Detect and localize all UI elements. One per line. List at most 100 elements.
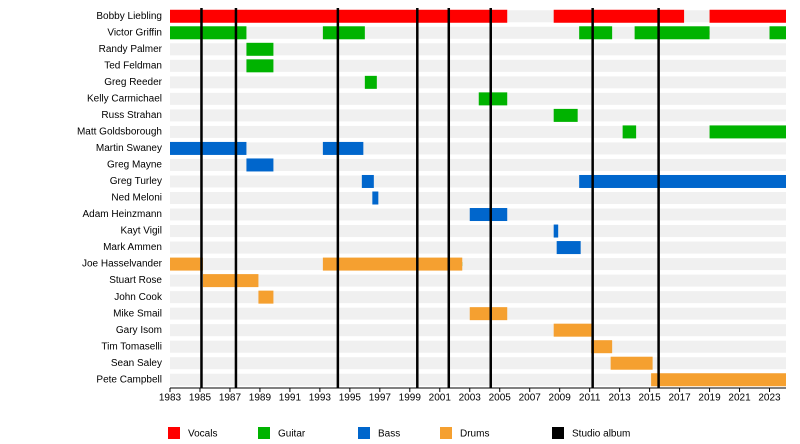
member-name: Greg Mayne — [107, 160, 162, 171]
x-tick-label: 1997 — [369, 393, 392, 404]
x-tick-label: 2011 — [579, 393, 601, 404]
role-bar — [579, 174, 786, 188]
member-name: Martin Swaney — [96, 143, 162, 154]
legend-swatch — [358, 427, 370, 439]
row-stripe — [170, 192, 786, 204]
member-name: Mark Ammen — [103, 242, 162, 253]
legend-swatch — [440, 427, 452, 439]
row-stripe — [170, 142, 786, 155]
role-bar — [258, 290, 274, 304]
x-tick-label: 1993 — [309, 393, 332, 404]
x-tick-label: 2019 — [698, 393, 721, 404]
role-bar — [246, 158, 274, 172]
x-tick-label: 2023 — [758, 393, 781, 404]
role-bar — [651, 373, 786, 387]
row-stripe — [170, 258, 786, 271]
x-tick-label: 2017 — [668, 393, 691, 404]
role-bar — [579, 26, 613, 40]
row-stripe — [170, 43, 786, 56]
member-name: Matt Goldsborough — [77, 127, 162, 138]
x-tick-label: 2015 — [638, 393, 661, 404]
member-name: Randy Palmer — [99, 44, 163, 55]
role-bar — [553, 108, 578, 122]
member-name: Gary Isom — [116, 325, 162, 336]
row-stripe — [170, 92, 786, 105]
role-bar — [553, 9, 685, 23]
role-bar — [170, 257, 203, 271]
x-tick-label: 2003 — [459, 393, 482, 404]
x-tick-label: 2007 — [519, 393, 542, 404]
role-bar — [469, 307, 508, 321]
row-stripe — [170, 274, 786, 287]
role-bar — [769, 26, 786, 40]
x-tick-label: 1987 — [219, 393, 242, 404]
x-tick-label: 1995 — [339, 393, 362, 404]
legend-swatch — [552, 427, 564, 439]
role-bar — [170, 26, 247, 40]
role-bar — [610, 356, 653, 370]
member-name: Adam Heinzmann — [83, 209, 162, 220]
role-bar — [553, 224, 559, 238]
role-bar — [170, 141, 247, 155]
role-bar — [322, 26, 365, 40]
role-bar — [246, 42, 274, 56]
member-name: Tim Tomaselli — [101, 341, 162, 352]
row-stripe — [170, 241, 786, 254]
legend-label: Bass — [378, 429, 400, 440]
member-name: Bobby Liebling — [96, 11, 162, 22]
role-bar — [372, 191, 379, 205]
member-name: Pete Campbell — [96, 374, 162, 385]
row-stripe — [170, 225, 786, 238]
role-bar — [322, 141, 364, 155]
legend-label: Studio album — [572, 429, 630, 440]
member-name: Greg Turley — [110, 176, 162, 187]
row-stripe — [170, 125, 786, 138]
row-stripe — [170, 76, 786, 89]
role-bar — [591, 340, 613, 354]
role-bar — [364, 75, 377, 89]
member-name: Sean Saley — [111, 358, 162, 369]
role-bar — [478, 92, 508, 106]
member-name: Russ Strahan — [101, 110, 162, 121]
role-bar — [634, 26, 710, 40]
role-bar — [622, 125, 637, 139]
x-tick-label: 2021 — [728, 393, 751, 404]
legend-swatch — [258, 427, 270, 439]
x-tick-label: 2013 — [609, 393, 632, 404]
role-bar — [709, 9, 786, 23]
legend-swatch — [168, 427, 180, 439]
role-bar — [709, 125, 786, 139]
member-name: Ted Feldman — [104, 60, 162, 71]
x-tick-label: 1989 — [249, 393, 272, 404]
member-name: Victor Griffin — [107, 27, 162, 38]
legend-label: Drums — [460, 429, 489, 440]
member-name: John Cook — [114, 292, 163, 303]
x-tick-label: 1985 — [189, 393, 212, 404]
member-name: Mike Smail — [113, 308, 162, 319]
row-stripe — [170, 158, 786, 171]
member-name: Kelly Carmichael — [87, 94, 162, 105]
role-bar — [202, 274, 259, 288]
role-bar — [556, 241, 581, 255]
x-tick-label: 2009 — [549, 393, 572, 404]
role-bar — [322, 257, 463, 271]
member-name: Ned Meloni — [111, 193, 162, 204]
x-tick-label: 1999 — [399, 393, 422, 404]
row-stripe — [170, 357, 786, 370]
row-stripe — [170, 59, 786, 72]
member-name: Joe Hasselvander — [82, 259, 163, 270]
x-tick-label: 2001 — [429, 393, 452, 404]
row-stripe — [170, 324, 786, 337]
x-tick-label: 1983 — [159, 393, 182, 404]
legend-label: Vocals — [188, 429, 217, 440]
role-bar — [361, 174, 374, 188]
x-tick-label: 2005 — [489, 393, 512, 404]
member-name: Greg Reeder — [104, 77, 162, 88]
row-stripe — [170, 291, 786, 304]
row-stripe — [170, 109, 786, 122]
member-name: Stuart Rose — [109, 275, 162, 286]
role-bar — [246, 59, 274, 73]
legend-label: Guitar — [278, 429, 306, 440]
x-tick-label: 1991 — [279, 393, 302, 404]
